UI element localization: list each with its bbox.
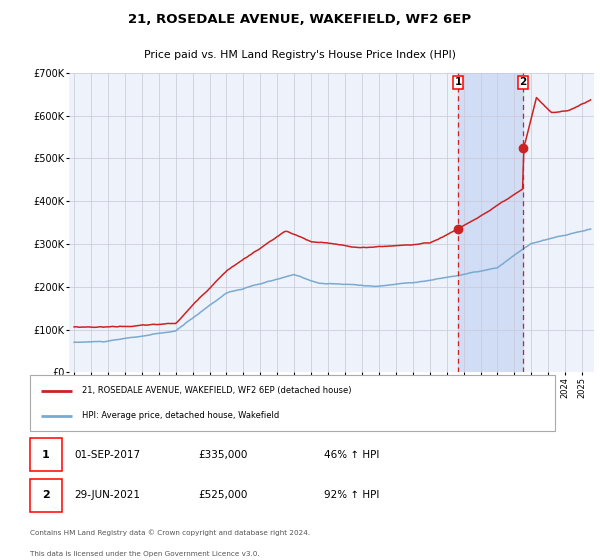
FancyBboxPatch shape <box>30 438 62 471</box>
Text: 1: 1 <box>42 450 50 460</box>
Text: Contains HM Land Registry data © Crown copyright and database right 2024.: Contains HM Land Registry data © Crown c… <box>30 529 310 536</box>
Text: 21, ROSEDALE AVENUE, WAKEFIELD, WF2 6EP: 21, ROSEDALE AVENUE, WAKEFIELD, WF2 6EP <box>128 13 472 26</box>
Text: £525,000: £525,000 <box>198 490 247 500</box>
Text: £335,000: £335,000 <box>198 450 247 460</box>
Text: 21, ROSEDALE AVENUE, WAKEFIELD, WF2 6EP (detached house): 21, ROSEDALE AVENUE, WAKEFIELD, WF2 6EP … <box>83 386 352 395</box>
FancyBboxPatch shape <box>30 375 555 431</box>
Text: 46% ↑ HPI: 46% ↑ HPI <box>324 450 379 460</box>
Text: HPI: Average price, detached house, Wakefield: HPI: Average price, detached house, Wake… <box>83 411 280 420</box>
Text: 92% ↑ HPI: 92% ↑ HPI <box>324 490 379 500</box>
Text: 1: 1 <box>454 77 461 87</box>
FancyBboxPatch shape <box>30 479 62 511</box>
Text: 2: 2 <box>519 77 526 87</box>
Text: 2: 2 <box>42 490 50 500</box>
Text: Price paid vs. HM Land Registry's House Price Index (HPI): Price paid vs. HM Land Registry's House … <box>144 50 456 60</box>
Text: This data is licensed under the Open Government Licence v3.0.: This data is licensed under the Open Gov… <box>30 551 260 557</box>
Text: 01-SEP-2017: 01-SEP-2017 <box>74 450 141 460</box>
Text: 29-JUN-2021: 29-JUN-2021 <box>74 490 140 500</box>
Bar <box>458 73 523 372</box>
